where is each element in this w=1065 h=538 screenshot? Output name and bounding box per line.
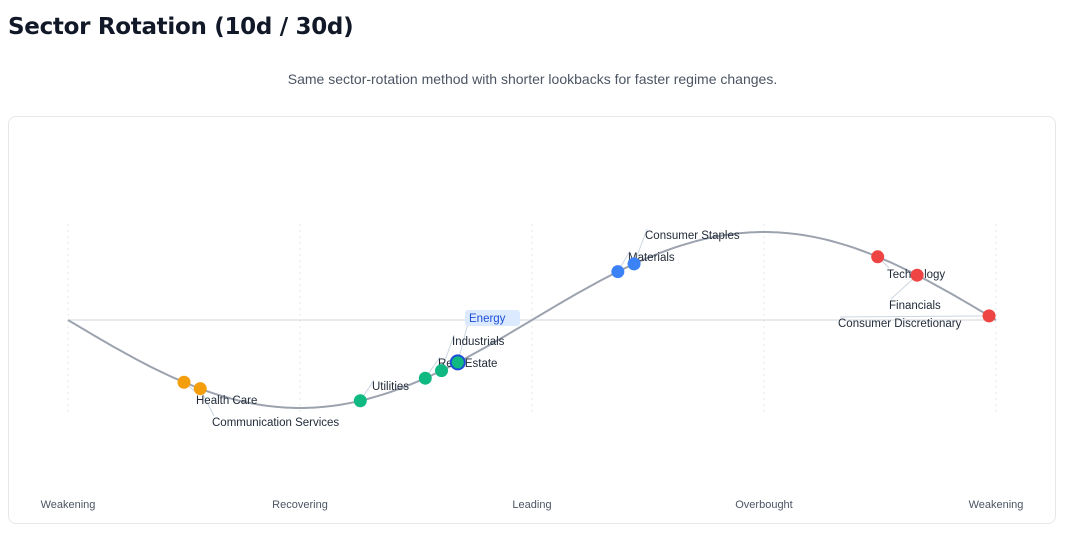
point-utilities: [353, 394, 367, 408]
page-subtitle: Same sector-rotation method with shorter…: [287, 71, 778, 87]
point-label: Health Care: [196, 395, 257, 407]
point-label: Industrials: [452, 336, 505, 348]
highlight-label-bg: [465, 310, 520, 326]
point-materials: [611, 265, 625, 279]
point-label: Consumer Discretionary: [838, 318, 962, 330]
page-title: Sector Rotation (10d / 30d): [8, 14, 354, 40]
point-technology: [871, 250, 885, 264]
chart-card: [8, 116, 1056, 524]
point-label: Financials: [889, 300, 941, 312]
leader-line: [839, 315, 990, 318]
x-tick-label: Weakening: [41, 499, 96, 511]
point-label: Utilities: [372, 381, 409, 393]
point-consumer-discretionary: [982, 309, 996, 323]
point-financials: [910, 268, 924, 282]
point-health-care: [177, 375, 191, 389]
x-tick-label: Leading: [512, 499, 551, 511]
x-tick-label: Weakening: [969, 499, 1024, 511]
point-label: Consumer Staples: [645, 230, 740, 242]
cycle-curve: [67, 231, 997, 409]
point-industrials: [435, 364, 449, 378]
point-communication-services: [193, 382, 207, 396]
x-tick-label: Overbought: [735, 499, 792, 511]
point-label: Communication Services: [212, 417, 339, 429]
point-energy: [449, 354, 466, 371]
point-label: Energy: [469, 313, 506, 325]
point-consumer-staples: [627, 257, 641, 271]
x-tick-label: Recovering: [272, 499, 328, 511]
point-real-estate: [418, 371, 432, 385]
